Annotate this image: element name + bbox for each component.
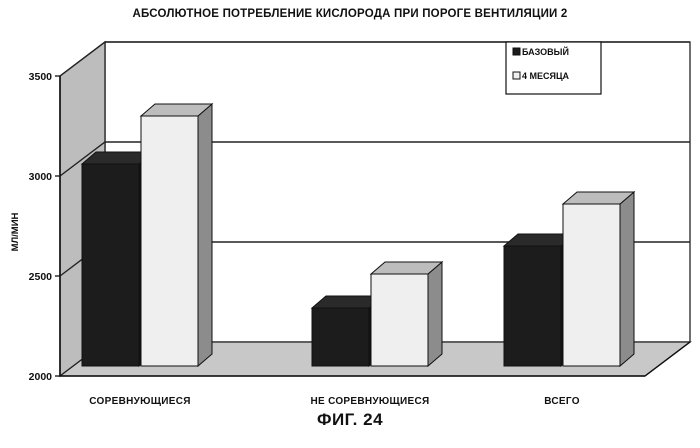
bar (504, 246, 561, 366)
y-axis-label: МЛ/МИН (10, 212, 21, 251)
category-label: ВСЕГО (544, 396, 580, 407)
figure-caption: ФИГ. 24 (0, 410, 700, 430)
bar (141, 116, 198, 366)
y-tick-label: 3000 (29, 171, 53, 183)
legend-swatch (513, 48, 520, 55)
y-tick-label: 2500 (29, 271, 53, 283)
bar-side (198, 104, 212, 366)
category-label: СОРЕВНУЮЩИЕСЯ (89, 396, 190, 407)
bar (371, 274, 428, 366)
bar (563, 204, 620, 366)
legend: БАЗОВЫЙ 4 МЕСЯЦА (506, 42, 601, 94)
bar-side (428, 262, 442, 366)
bar (312, 308, 369, 366)
legend-label: БАЗОВЫЙ (522, 46, 569, 57)
category-labels: СОРЕВНУЮЩИЕСЯ НЕ СОРЕВНУЮЩИЕСЯ ВСЕГО (89, 396, 580, 407)
category-label: НЕ СОРЕВНУЮЩИЕСЯ (311, 396, 430, 407)
y-tick-label: 3500 (29, 71, 53, 83)
y-tick-labels: 2000 2500 3000 3500 (29, 71, 60, 383)
y-tick-label: 2000 (29, 371, 53, 383)
bar (82, 164, 139, 366)
legend-swatch (513, 72, 520, 79)
legend-label: 4 МЕСЯЦА (522, 71, 570, 81)
bar-side (620, 192, 634, 366)
